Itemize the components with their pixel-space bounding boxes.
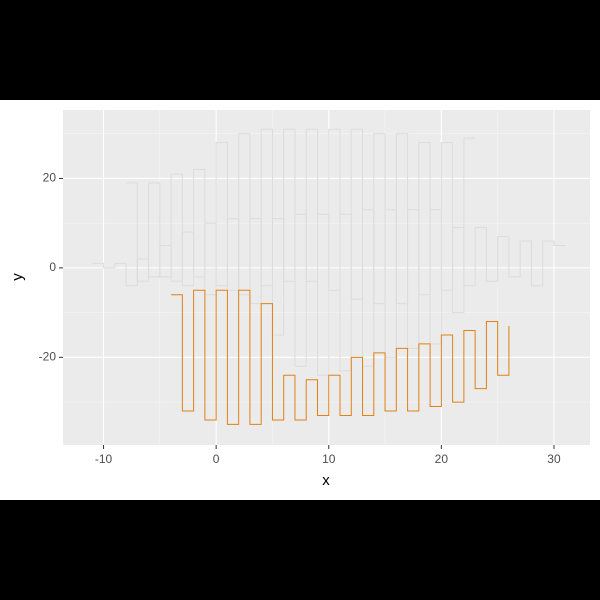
y-tick-label: 0 bbox=[49, 260, 56, 274]
step-line bbox=[126, 128, 476, 376]
panel bbox=[63, 110, 590, 445]
x-tick-label: 10 bbox=[322, 452, 336, 466]
y-axis-title: y bbox=[9, 273, 26, 281]
x-axis-title: x bbox=[322, 472, 330, 489]
x-tick-label: 0 bbox=[213, 452, 220, 466]
x-tick-label: 20 bbox=[435, 452, 449, 466]
y-tick-label: -20 bbox=[39, 350, 57, 364]
x-tick-label: 30 bbox=[547, 452, 561, 466]
step-line bbox=[171, 289, 510, 425]
x-tick-label: -10 bbox=[95, 452, 113, 466]
y-tick-label: 20 bbox=[43, 171, 57, 185]
